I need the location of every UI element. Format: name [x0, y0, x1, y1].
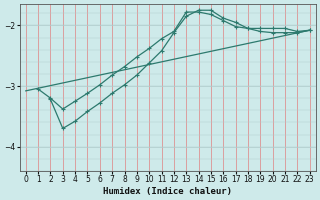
- X-axis label: Humidex (Indice chaleur): Humidex (Indice chaleur): [103, 187, 232, 196]
